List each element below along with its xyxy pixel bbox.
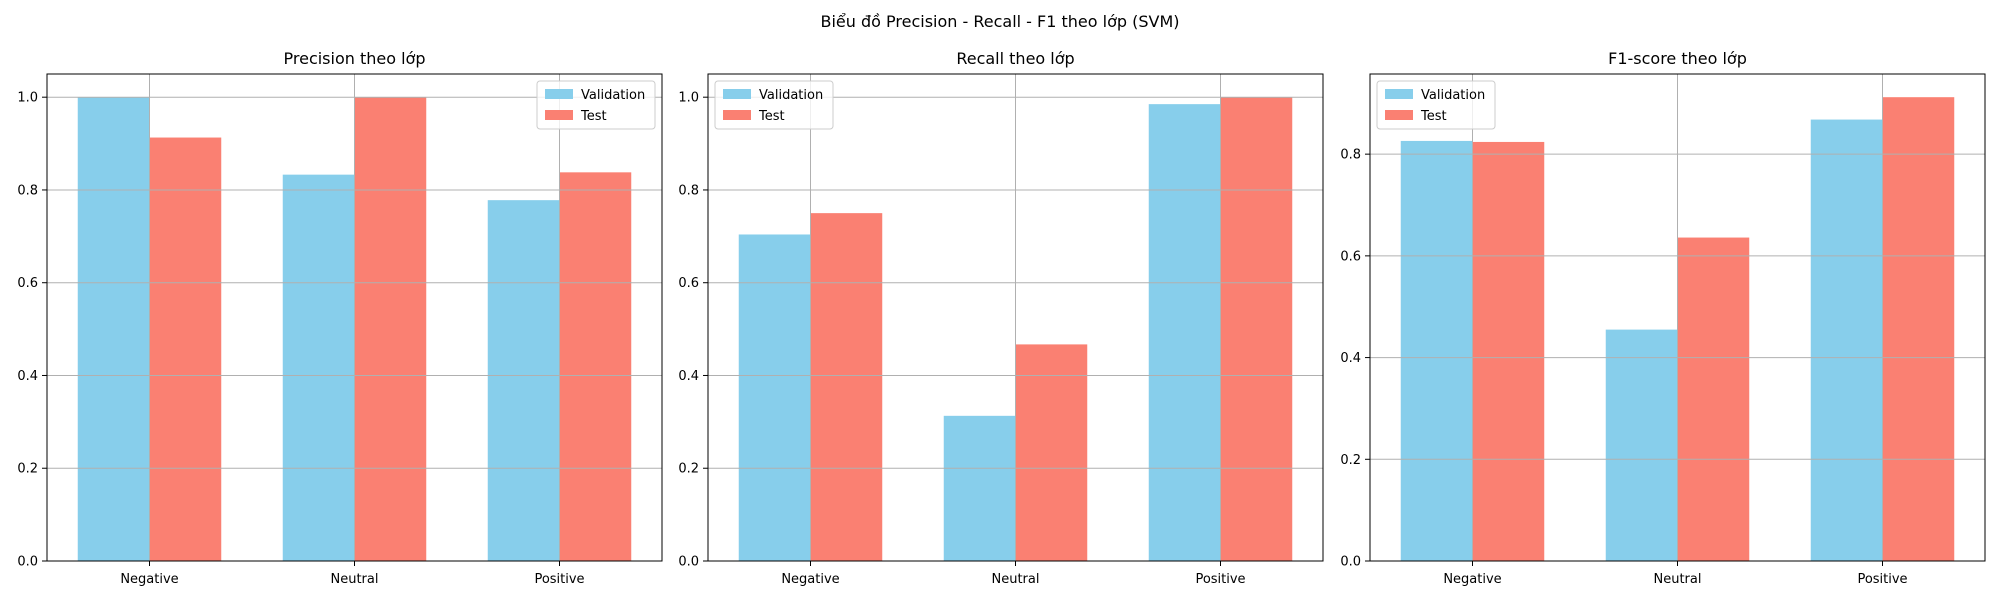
y-tick-label: 0.2 [17,462,38,477]
figure-title: Biểu đồ Precision - Recall - F1 theo lớp… [820,12,1179,31]
legend-label-test: Test [1420,109,1447,124]
legend-swatch-test [1385,110,1413,120]
bar-validation-positive [1810,119,1883,561]
x-tick-label: Positive [1195,572,1245,587]
legend: Validation Test [714,80,834,130]
y-tick-label: 0.4 [1340,351,1361,366]
y-tick-label: 0.0 [678,555,699,570]
bar-validation-negative [738,234,811,561]
bar-validation-negative [1400,140,1473,562]
legend-swatch-validation [1385,89,1413,99]
legend-swatch-test [545,110,573,120]
x-tick-label: Positive [1857,572,1907,587]
y-tick-label: 0.2 [1340,453,1361,468]
y-tick-label: 1.0 [17,91,38,106]
y-tick-label: 0.6 [678,276,699,291]
bar-test-negative [149,137,222,561]
bar-validation-positive [487,200,560,561]
chart-title: F1-score theo lớp [1608,49,1747,68]
x-tick-label: Negative [120,572,178,587]
chart-panel-1: Precision theo lớp 0.0 0.2 0.4 0.6 0.8 1.0 Nega… [17,49,663,587]
bar-test-positive [559,172,632,561]
y-tick-label: 1.0 [678,91,699,106]
y-tick-label: 0.8 [17,183,38,198]
bar-test-neutral [1015,344,1088,561]
bar-test-positive [1882,97,1955,561]
legend-swatch-test [723,110,751,120]
legend-swatch-validation [545,89,573,99]
legend-label-validation: Validation [759,88,823,103]
bar-validation-negative [77,97,150,561]
y-tick-label: 0.0 [17,555,38,570]
x-tick-label: Neutral [1654,572,1702,587]
legend: Validation Test [1376,80,1496,130]
bar-test-negative [1472,141,1545,561]
y-tick-label: 0.4 [678,369,699,384]
y-tick-label: 0.6 [1340,249,1361,264]
bar-validation-neutral [1605,329,1678,561]
x-tick-label: Negative [781,572,839,587]
legend-swatch-validation [723,89,751,99]
legend-label-validation: Validation [581,88,645,103]
y-tick-label: 0.6 [17,276,38,291]
bar-test-negative [810,213,883,561]
bar-test-neutral [354,97,427,561]
chart-panel-2: Recall theo lớp 0.0 0.2 0.4 0.6 0.8 1.0 Negativ… [678,49,1324,587]
y-tick-label: 0.8 [1340,148,1361,163]
chart-title: Precision theo lớp [284,49,426,68]
chart-panel-3: F1-score theo lớp 0.0 0.2 0.4 0.6 0.8 Negative… [1340,49,1986,587]
chart-title: Recall theo lớp [956,49,1074,68]
legend-label-validation: Validation [1421,88,1485,103]
y-tick-label: 0.8 [678,183,699,198]
legend-label-test: Test [758,109,785,124]
bar-validation-neutral [943,415,1016,561]
bar-validation-neutral [282,174,355,561]
legend-label-test: Test [580,109,607,124]
bar-test-neutral [1677,237,1750,561]
legend: Validation Test [536,80,656,130]
y-tick-label: 0.2 [678,462,699,477]
bar-validation-positive [1148,104,1221,562]
x-tick-label: Neutral [331,572,379,587]
y-tick-label: 0.4 [17,369,38,384]
x-tick-label: Positive [534,572,584,587]
bar-test-positive [1220,97,1293,561]
x-tick-label: Neutral [992,572,1040,587]
x-tick-label: Negative [1443,572,1501,587]
y-tick-label: 0.0 [1340,555,1361,570]
